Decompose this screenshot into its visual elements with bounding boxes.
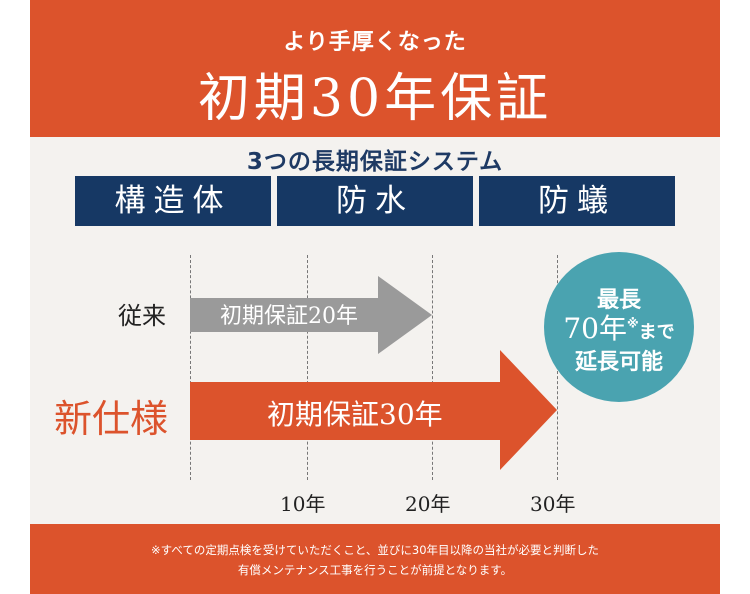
badge-suffix: まで xyxy=(638,322,675,343)
badge-years: 70年 xyxy=(563,312,627,345)
extension-badge: 最長 70年※まで 延長可能 xyxy=(544,252,694,402)
timeline-gridline-20 xyxy=(432,255,433,480)
system-termite: 防蟻 xyxy=(479,176,675,226)
new-warranty-arrow xyxy=(190,350,557,470)
timeline-arrows xyxy=(190,276,557,470)
tick-30-years: 30年 xyxy=(530,492,576,516)
footer-note-line2: 有償メンテナンス工事を行うことが前提となります。 xyxy=(237,563,513,577)
timeline-gridline-10 xyxy=(307,255,308,480)
row-label-old: 従来 xyxy=(118,302,166,330)
header-subtitle: より手厚くなった xyxy=(283,30,467,55)
system-waterproof: 防水 xyxy=(277,176,473,226)
old-warranty-arrow xyxy=(190,276,432,354)
header-title: 初期30年保証 xyxy=(197,69,553,129)
system-structure: 構造体 xyxy=(75,176,271,226)
footer-note-line1: ※すべての定期点検を受けていただくこと、並びに30年目以降の当社が必要と判断した xyxy=(150,543,600,557)
tick-10-years: 10年 xyxy=(280,492,326,516)
badge-note-mark: ※ xyxy=(626,316,639,331)
systems-title: 3つの長期保証システム xyxy=(246,149,504,175)
systems-row: 構造体 防水 防蟻 xyxy=(75,176,675,226)
badge-line3: 延長可能 xyxy=(574,350,663,375)
badge-line2: 70年※まで xyxy=(544,307,694,347)
row-label-new: 新仕様 xyxy=(54,397,169,441)
footer-band: ※すべての定期点検を受けていただくこと、並びに30年目以降の当社が必要と判断した… xyxy=(30,524,720,594)
warranty-banner: より手厚くなった 初期30年保証 3つの長期保証システム 構造体 防水 防蟻 従… xyxy=(30,0,720,594)
old-arrow-label: 初期保証20年 xyxy=(220,304,358,329)
timeline-gridline-0 xyxy=(190,255,191,480)
tick-20-years: 20年 xyxy=(405,492,451,516)
new-arrow-label: 初期保証30年 xyxy=(267,398,443,431)
badge-line1: 最長 xyxy=(596,288,641,313)
header-band: より手厚くなった 初期30年保証 xyxy=(30,0,720,137)
